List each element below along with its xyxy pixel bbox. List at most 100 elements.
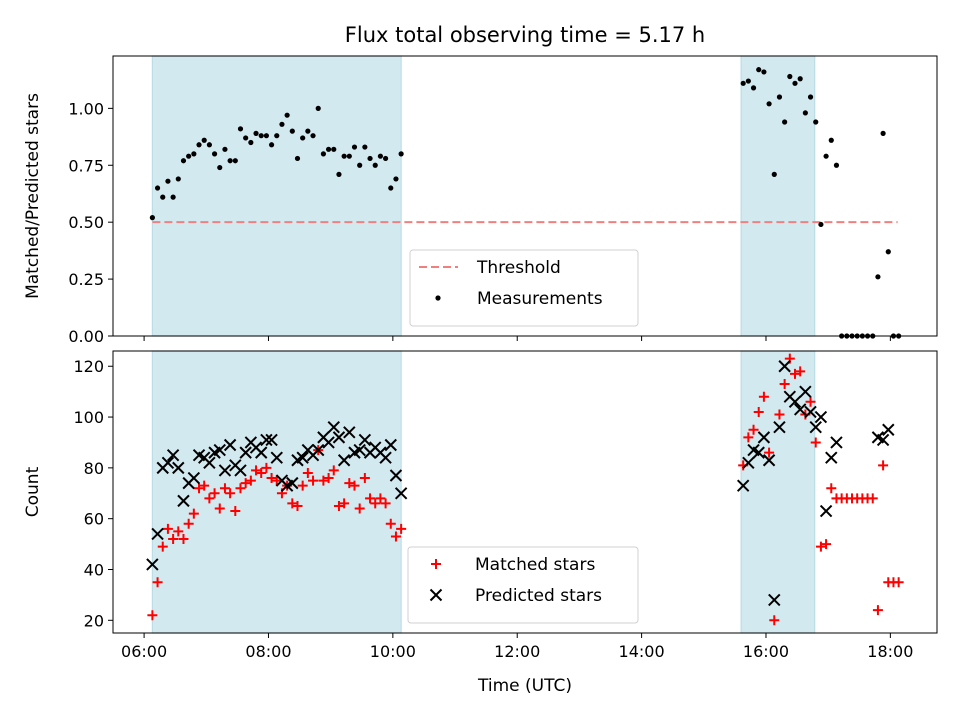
measurement-point-40 <box>357 162 363 168</box>
measurement-point-31 <box>310 133 316 139</box>
y-tick-label-1: 40 <box>84 560 104 579</box>
predicted-point-65 <box>819 504 833 518</box>
matched-point-48 <box>396 523 407 534</box>
matched-point-42 <box>365 493 376 504</box>
y-tick-label-0: 20 <box>84 611 104 630</box>
matched-point-54 <box>764 447 775 458</box>
measurement-point-18 <box>243 135 249 141</box>
matched-point-46 <box>385 518 396 529</box>
predicted-point-62 <box>804 405 817 419</box>
bottom-shaded-intervals <box>151 350 816 634</box>
matched-point-14 <box>219 483 230 494</box>
measurement-point-30 <box>305 128 311 134</box>
matched-point-56 <box>774 409 785 420</box>
top-y-axis-label: Matched/Predicted stars <box>23 93 43 299</box>
predicted-point-40 <box>353 443 366 457</box>
measurement-point-23 <box>268 142 275 148</box>
matched-point-6 <box>178 534 189 544</box>
predicted-point-66 <box>825 451 838 464</box>
matched-point-28 <box>292 500 303 511</box>
bottom-y-axis-label: Count <box>23 466 43 517</box>
matched-point-11 <box>204 493 215 504</box>
y-tick-label-2: 60 <box>84 510 104 529</box>
predicted-point-48 <box>394 487 408 500</box>
measurement-point-77 <box>885 249 891 255</box>
bottom-panel: 06:00 08:00 10:00 12:00 14:00 16:00 18:00 20 40… <box>23 350 938 696</box>
predicted-point-59 <box>788 395 802 409</box>
predicted-point-67 <box>830 436 843 449</box>
matched-point-0 <box>147 610 158 621</box>
measurement-point-41 <box>362 144 368 150</box>
matched-point-23 <box>266 473 277 484</box>
shaded-interval-1 <box>740 350 816 634</box>
x-tick-label-5: 16:00 <box>743 642 789 661</box>
measurement-point-29 <box>300 135 306 141</box>
matched-point-37 <box>339 498 350 509</box>
measurement-point-2 <box>160 194 166 200</box>
measurement-point-36 <box>336 171 342 177</box>
matched-point-7 <box>183 518 194 529</box>
measurement-point-43 <box>372 162 378 168</box>
predicted-point-23 <box>265 433 278 447</box>
measurement-point-49 <box>740 80 746 86</box>
matched-point-44 <box>375 493 386 504</box>
measurement-point-54 <box>766 101 772 107</box>
predicted-point-35 <box>327 421 340 434</box>
matched-point-18 <box>240 478 251 489</box>
measurement-point-58 <box>787 73 793 80</box>
predicted-point-36 <box>332 431 346 444</box>
matched-point-79 <box>893 577 904 588</box>
matched-point-39 <box>349 480 360 491</box>
matched-point-59 <box>790 368 801 379</box>
legend-label-1: Measurements <box>477 289 603 309</box>
measurement-point-25 <box>279 121 285 127</box>
matched-point-34 <box>323 473 334 484</box>
measurement-point-34 <box>325 146 332 152</box>
measurement-point-17 <box>237 126 244 132</box>
predicted-point-54 <box>762 454 776 467</box>
predicted-point-55 <box>768 593 781 607</box>
matched-point-9 <box>194 483 205 494</box>
predicted-point-47 <box>389 469 403 482</box>
y-tick-label-4: 1.00 <box>68 99 104 118</box>
shaded-interval-0 <box>151 55 402 337</box>
top-axes-frame <box>112 55 938 337</box>
measurement-point-21 <box>258 133 264 139</box>
predicted-point-14 <box>218 464 232 477</box>
matched-point-47 <box>390 531 401 542</box>
predicted-point-34 <box>322 436 335 449</box>
matched-point-76 <box>878 460 889 471</box>
measurement-point-53 <box>761 69 767 75</box>
measurement-point-44 <box>377 153 384 159</box>
x-tick-label-3: 12:00 <box>494 642 540 661</box>
measurement-points <box>149 67 902 339</box>
matched-point-60 <box>795 366 806 377</box>
matched-point-27 <box>287 498 298 509</box>
measurement-point-4 <box>170 194 176 200</box>
measurement-point-47 <box>393 176 399 182</box>
predicted-point-38 <box>343 426 356 439</box>
matched-point-22 <box>261 462 272 473</box>
bottom-x-axis-label: Time (UTC) <box>477 676 572 696</box>
measurement-point-32 <box>315 105 321 111</box>
matched-point-50 <box>743 432 754 443</box>
matched-point-52 <box>753 406 764 417</box>
measurement-point-33 <box>320 151 327 157</box>
matched-point-64 <box>815 541 826 552</box>
measurement-point-15 <box>227 158 233 164</box>
measurement-point-62 <box>807 94 814 100</box>
matched-point-35 <box>328 465 339 476</box>
top-panel: 0.00 0.25 0.50 0.75 1.00 Flux total observin… <box>23 23 938 346</box>
matched-point-53 <box>758 391 769 402</box>
matched-point-45 <box>380 498 391 509</box>
legend-marker-1 <box>435 295 441 301</box>
matched-point-33 <box>318 475 329 486</box>
matched-point-3 <box>162 523 173 534</box>
measurement-point-39 <box>351 144 358 150</box>
x-tick-label-2: 10:00 <box>370 642 416 661</box>
matched-point-65 <box>821 539 832 550</box>
predicted-point-4 <box>166 448 180 462</box>
predicted-point-15 <box>223 438 237 452</box>
measurement-point-10 <box>201 137 207 143</box>
